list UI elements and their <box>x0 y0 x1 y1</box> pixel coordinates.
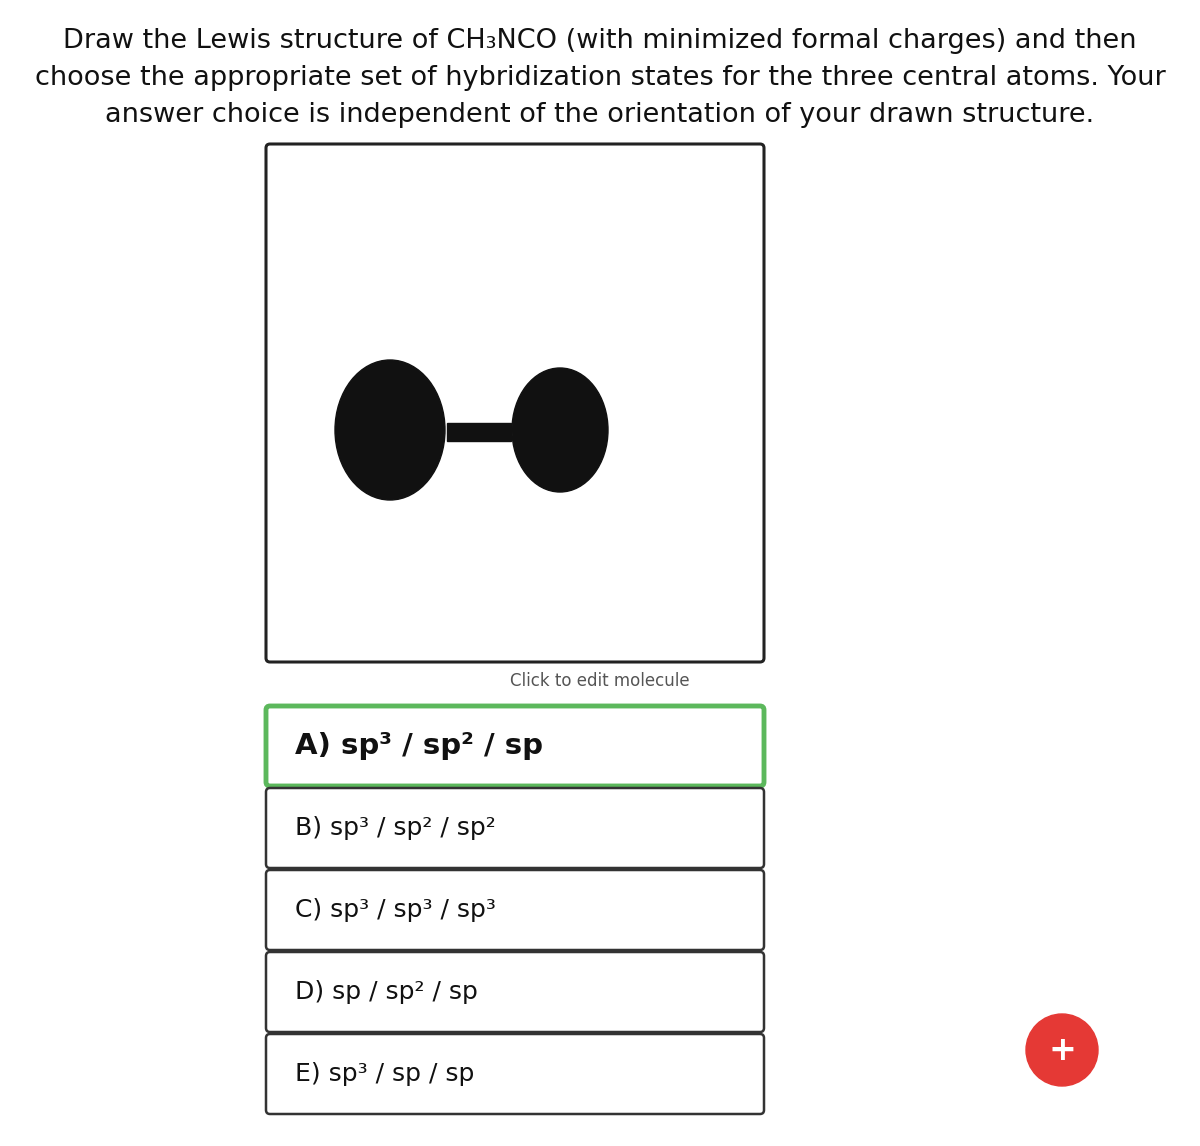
Text: Click to edit molecule: Click to edit molecule <box>510 672 690 690</box>
FancyBboxPatch shape <box>266 788 764 868</box>
Text: D) sp / sp² / sp: D) sp / sp² / sp <box>295 980 478 1004</box>
Text: Draw the Lewis structure of CH₃NCO (with minimized formal charges) and then
choo: Draw the Lewis structure of CH₃NCO (with… <box>35 28 1165 128</box>
FancyBboxPatch shape <box>266 952 764 1033</box>
FancyBboxPatch shape <box>266 1034 764 1114</box>
Ellipse shape <box>335 360 445 500</box>
FancyBboxPatch shape <box>266 144 764 662</box>
FancyBboxPatch shape <box>266 706 764 786</box>
Text: B) sp³ / sp² / sp²: B) sp³ / sp² / sp² <box>295 816 496 840</box>
Text: E) sp³ / sp / sp: E) sp³ / sp / sp <box>295 1062 474 1086</box>
FancyBboxPatch shape <box>266 870 764 950</box>
Text: A) sp³ / sp² / sp: A) sp³ / sp² / sp <box>295 732 542 760</box>
Ellipse shape <box>512 368 608 492</box>
Bar <box>446 423 511 441</box>
Text: +: + <box>1048 1034 1076 1067</box>
Text: C) sp³ / sp³ / sp³: C) sp³ / sp³ / sp³ <box>295 898 496 923</box>
Circle shape <box>1026 1014 1098 1086</box>
